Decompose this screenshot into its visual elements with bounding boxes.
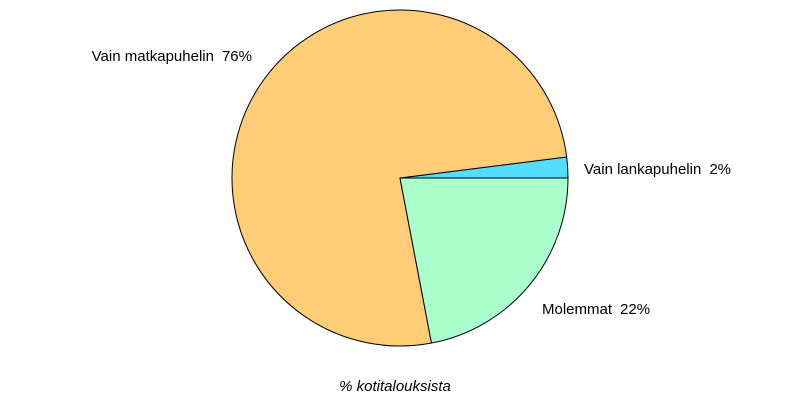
category-label: Molemmat <box>542 301 613 318</box>
value-label: 22% <box>620 301 650 318</box>
pie-slice <box>231 9 568 347</box>
category-label: Vain lankapuhelin <box>584 161 701 178</box>
pie-slice <box>399 177 569 344</box>
slice-label: Vain lankapuhelin 2% <box>584 161 731 178</box>
value-label: 76% <box>222 48 252 65</box>
slice-label: Vain matkapuhelin 76% <box>92 48 252 65</box>
value-label: 2% <box>709 161 731 178</box>
category-label: Vain matkapuhelin <box>92 48 214 65</box>
slice-label: Molemmat 22% <box>542 301 650 318</box>
caption: % kotitalouksista <box>339 378 451 395</box>
